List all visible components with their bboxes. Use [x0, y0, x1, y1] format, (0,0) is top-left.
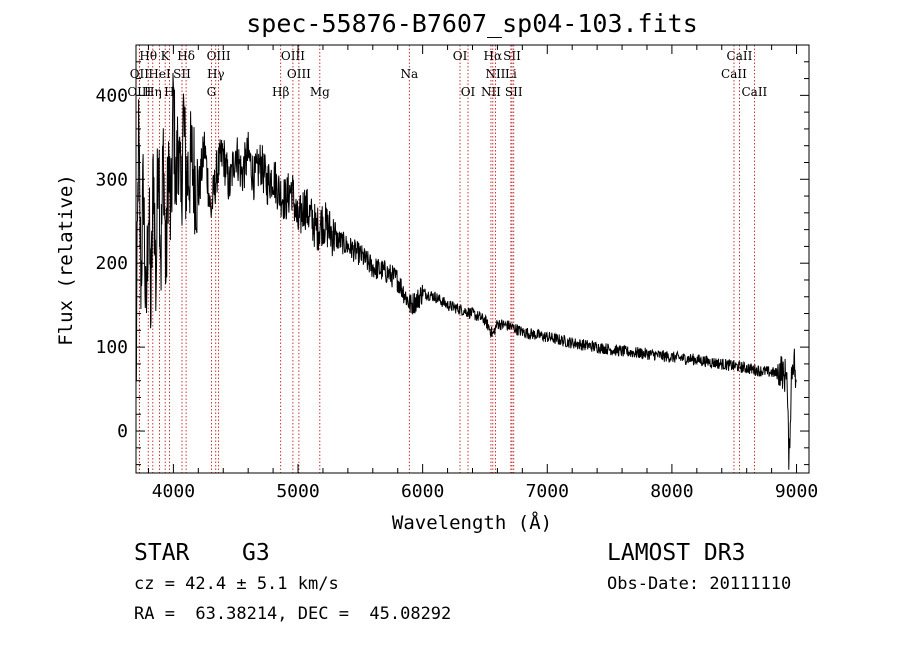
y-axis-label: Flux (relative): [55, 174, 77, 346]
spectral-line-label: OIII: [287, 67, 311, 81]
spectral-line-label: OIII: [207, 49, 231, 63]
spectral-line-label: CaII: [721, 67, 747, 81]
observation-date: Obs-Date: 20111110: [607, 574, 792, 594]
x-tick-label: 7000: [526, 481, 569, 502]
x-tick-label: 8000: [650, 481, 693, 502]
redshift-cz: cz = 42.4 ± 5.1 km/s: [134, 574, 339, 594]
flux-line: [135, 72, 797, 470]
y-tick-label: 0: [117, 421, 128, 442]
spectral-line-label: Hα: [484, 49, 503, 63]
spectral-line-label: Hβ: [272, 85, 289, 99]
spectral-line-label: H: [164, 85, 174, 99]
y-tick-label: 100: [95, 337, 128, 358]
spectral-line-label: Hη: [144, 85, 162, 99]
spectral-line-label: Hδ: [177, 49, 195, 63]
spectrum-series: [135, 72, 797, 470]
spectral-line-label: SII: [505, 85, 523, 99]
y-tick-label: 400: [95, 85, 128, 106]
plot-frame: [135, 44, 810, 474]
spectral-line-label: HeI: [148, 67, 171, 81]
spectral-line-label: CaII: [727, 49, 753, 63]
x-tick-label: 9000: [775, 481, 818, 502]
spectral-line-label: NII: [481, 85, 501, 99]
coordinates: RA = 63.38214, DEC = 45.08292: [134, 604, 452, 624]
spectral-line-label: G: [207, 85, 217, 99]
spectral-line-label: Li: [505, 67, 517, 81]
object-subclass: G3: [242, 540, 270, 566]
survey-name: LAMOST DR3: [607, 540, 746, 566]
spectral-line-label: Hθ: [139, 49, 157, 63]
spectral-line-label: SII: [173, 67, 191, 81]
x-axis-label: Wavelength (Å): [392, 511, 552, 534]
y-tick-label: 300: [95, 169, 128, 190]
spectral-line-label: OI: [453, 49, 468, 63]
spectral-line-label: Hγ: [207, 67, 225, 81]
spectral-line-label: OI: [461, 85, 476, 99]
chart-title: spec-55876-B7607_sp04-103.fits: [246, 9, 698, 38]
object-class: STAR: [134, 540, 190, 566]
spectral-line-label: Mg: [310, 85, 330, 99]
spectral-line-label: NII: [485, 67, 505, 81]
x-tick-label: 6000: [401, 481, 444, 502]
spectral-line-label: OIII: [281, 49, 305, 63]
y-tick-label: 200: [95, 253, 128, 274]
spectral-line-label: SII: [503, 49, 521, 63]
spectral-line-label: K: [161, 49, 171, 63]
spectral-line-label: OIII: [127, 85, 151, 99]
spectral-line-label: Na: [400, 67, 418, 81]
x-axis: 4000 5000 6000 7000 8000 9000: [147, 45, 818, 502]
x-tick-label: 5000: [276, 481, 319, 502]
x-tick-label: 4000: [152, 481, 195, 502]
spectral-line-label: CaII: [741, 85, 767, 99]
y-axis: 0 100 200 300 400: [95, 44, 809, 466]
